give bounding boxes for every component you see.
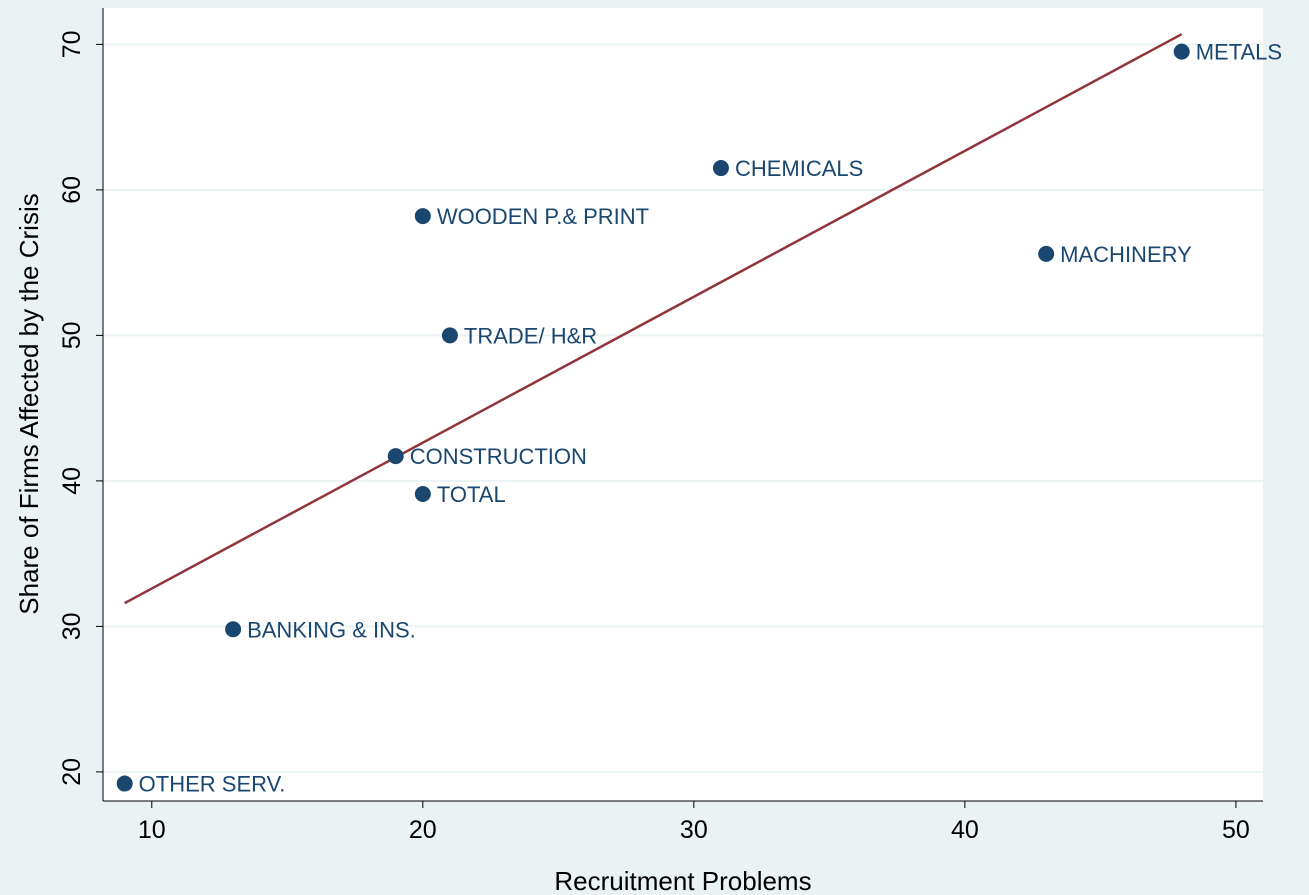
- y-axis-title: Share of Firms Affected by the Crisis: [14, 193, 44, 614]
- point-label-metals: METALS: [1196, 40, 1282, 65]
- point-label-wooden-p-print: WOODEN P.& PRINT: [437, 204, 649, 229]
- data-point-other-serv: [116, 775, 133, 792]
- plot-area: [103, 8, 1263, 801]
- point-label-machinery: MACHINERY: [1060, 242, 1192, 267]
- y-tick-label-50: 50: [58, 321, 86, 349]
- y-tick-label-20: 20: [58, 758, 86, 786]
- x-axis-title: Recruitment Problems: [554, 866, 811, 895]
- point-label-other-serv: OTHER SERV.: [139, 772, 286, 797]
- data-point-metals: [1173, 43, 1190, 60]
- data-point-chemicals: [712, 160, 729, 177]
- y-tick-label-30: 30: [58, 612, 86, 640]
- data-points: OTHER SERV. BANKING & INS. CONSTRUCTION TOT…: [116, 40, 1282, 797]
- data-point-wooden-p-print: [414, 208, 431, 225]
- fit-line-group: [124, 33, 1183, 605]
- data-point-total: [414, 485, 431, 502]
- x-tick-label-40: 40: [951, 816, 979, 844]
- x-tick-label-30: 30: [680, 816, 708, 844]
- data-point-machinery: [1038, 245, 1055, 262]
- fitted-line: [124, 33, 1183, 605]
- point-label-chemicals: CHEMICALS: [735, 156, 863, 181]
- data-point-construction: [387, 448, 404, 465]
- data-point-banking-ins: [225, 621, 242, 638]
- y-tick-label-40: 40: [58, 467, 86, 495]
- x-axis-ticks: 10 20 30 40 50: [138, 801, 1250, 844]
- x-tick-label-50: 50: [1222, 816, 1250, 844]
- point-label-trade-h-r: TRADE/ H&R: [464, 323, 597, 348]
- point-label-banking-ins: BANKING & INS.: [247, 617, 416, 642]
- y-tick-label-70: 70: [58, 30, 86, 58]
- data-point-trade-h-r: [441, 327, 458, 344]
- grid-lines: [103, 43, 1263, 773]
- x-tick-label-20: 20: [409, 816, 437, 844]
- y-axis-ticks: 20 30 40 50 60 70: [58, 30, 103, 786]
- x-tick-label-10: 10: [138, 816, 166, 844]
- point-label-total: TOTAL: [437, 482, 506, 507]
- point-label-construction: CONSTRUCTION: [410, 444, 587, 469]
- y-tick-label-60: 60: [58, 176, 86, 204]
